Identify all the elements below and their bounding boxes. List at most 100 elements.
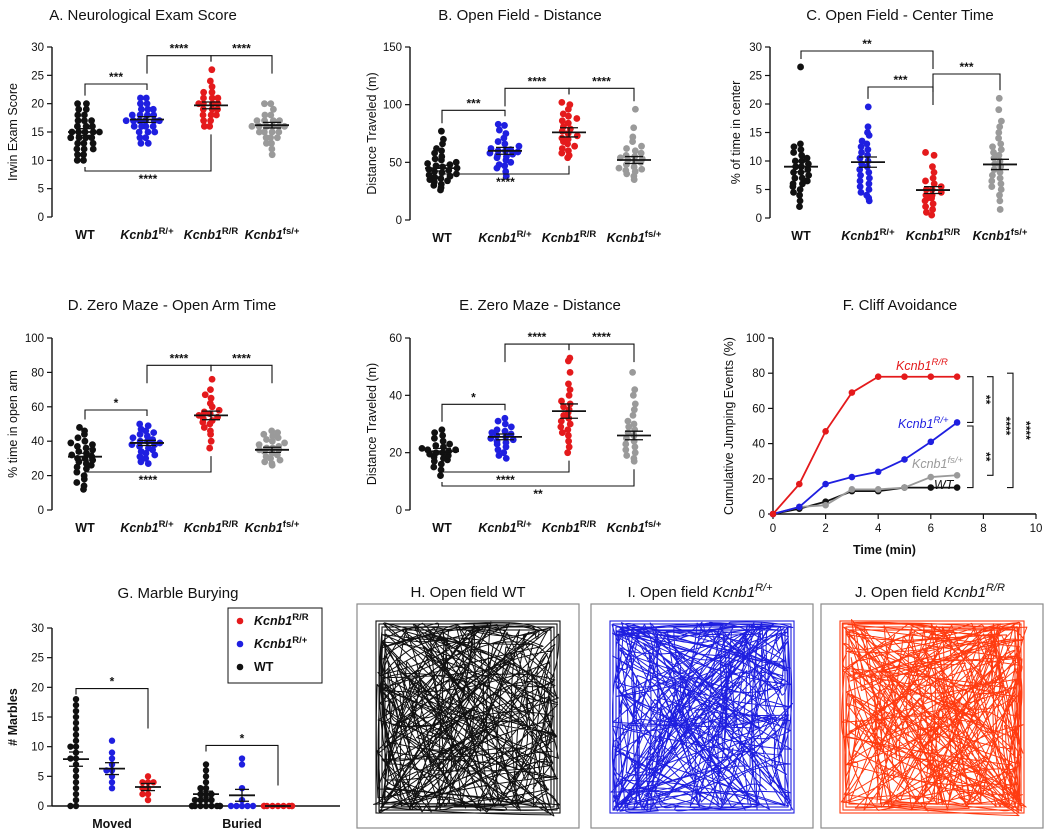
data-point xyxy=(488,429,496,436)
data-point xyxy=(74,139,82,147)
data-point xyxy=(629,369,636,376)
significance-bracket xyxy=(967,376,974,424)
data-point xyxy=(507,423,515,431)
data-point xyxy=(439,432,447,439)
data-point xyxy=(997,140,1005,148)
data-point xyxy=(631,386,639,393)
data-point xyxy=(502,130,510,137)
data-point xyxy=(249,802,257,810)
data-point xyxy=(74,100,82,108)
data-point xyxy=(439,437,447,445)
data-point xyxy=(80,472,88,479)
data-point xyxy=(130,122,138,130)
data-point xyxy=(927,438,935,446)
label-superscript: R/+ xyxy=(880,227,896,238)
series-line xyxy=(772,421,958,515)
data-point xyxy=(557,417,565,425)
data-point xyxy=(82,105,90,113)
panel-B-ylabel: Distance Traveled (m) xyxy=(365,72,379,194)
data-point xyxy=(74,117,82,125)
panel-A-y-tick-label: 0 xyxy=(38,212,44,224)
significance-label: **** xyxy=(170,42,189,56)
legend-marker xyxy=(236,617,244,625)
data-point xyxy=(822,501,829,509)
data-point xyxy=(848,486,856,493)
legend-label: WT xyxy=(254,660,274,674)
panel-A-category-label: Kcnb1R/R xyxy=(184,226,239,242)
label-italic: Kcnb1 xyxy=(973,229,1011,243)
data-point xyxy=(501,162,509,170)
panel-F-x-tick-label: 10 xyxy=(1030,523,1043,535)
data-point xyxy=(564,426,572,434)
label-italic: Kcnb1 xyxy=(120,228,158,242)
data-point xyxy=(197,785,204,792)
data-point xyxy=(928,211,936,219)
data-point xyxy=(74,442,81,450)
data-point xyxy=(874,373,882,381)
data-point xyxy=(268,437,276,445)
series-label: WT xyxy=(934,478,955,492)
data-point xyxy=(501,427,509,435)
data-point xyxy=(487,434,495,442)
data-point xyxy=(137,105,145,113)
data-point xyxy=(269,105,277,113)
data-point xyxy=(630,420,638,428)
data-point xyxy=(495,161,503,169)
panel-F-series-rr xyxy=(769,373,961,518)
data-point xyxy=(244,802,251,810)
data-point xyxy=(922,149,929,156)
data-point xyxy=(248,122,256,130)
data-point xyxy=(143,432,151,440)
label-italic: Kcnb1 xyxy=(245,521,283,535)
panel-F-ylabel: Cumulative Jumping Events (%) xyxy=(722,337,736,515)
significance-label: **** xyxy=(232,42,251,56)
data-point xyxy=(267,100,275,108)
data-point xyxy=(202,796,210,804)
data-point xyxy=(990,149,997,156)
data-point xyxy=(149,105,157,113)
data-point xyxy=(565,437,572,445)
label-italic: Kcnb1 xyxy=(245,228,283,242)
label-superscript: R/+ xyxy=(159,519,175,530)
panel-B-title: B. Open Field - Distance xyxy=(438,7,601,24)
data-point xyxy=(202,773,210,780)
panel-E-title: E. Zero Maze - Distance xyxy=(459,297,621,314)
data-point xyxy=(260,128,268,136)
significance-bracket xyxy=(568,87,635,102)
panel-D-y-tick-label: 40 xyxy=(31,436,44,448)
data-point xyxy=(268,128,276,136)
data-point xyxy=(281,439,288,447)
data-point xyxy=(638,165,646,173)
panel-E-y-tick-label: 0 xyxy=(396,505,402,517)
panel-E-y-tick-label: 20 xyxy=(389,448,402,460)
panel-A-category-label: Kcnb1R/+ xyxy=(120,226,174,242)
data-point xyxy=(142,134,150,142)
panel-F-y-tick-label: 20 xyxy=(752,474,765,486)
data-point xyxy=(995,106,1003,114)
panel-B-y-tick-label: 50 xyxy=(389,157,402,169)
significance-bracket xyxy=(1007,372,1014,489)
title-superscript: R/R xyxy=(986,582,1005,594)
data-point xyxy=(565,380,572,388)
panel-D-category-label: Kcnb1fs/+ xyxy=(245,519,300,535)
data-point xyxy=(790,188,797,196)
series-label: Kcnb1fs/+ xyxy=(912,455,963,471)
panel-A-y-tick-label: 15 xyxy=(31,127,44,139)
data-point xyxy=(930,151,938,159)
data-point xyxy=(573,115,581,122)
panel-C-category-label: Kcnb1fs/+ xyxy=(973,227,1028,243)
data-point xyxy=(431,429,439,436)
data-point xyxy=(208,802,215,810)
panel-F-y-tick-label: 100 xyxy=(746,333,765,345)
data-point xyxy=(565,443,573,451)
significance-label: **** xyxy=(496,175,515,189)
panel-B-category-label: WT xyxy=(432,231,452,245)
panel-B-series-rplus xyxy=(486,120,523,180)
data-point xyxy=(995,94,1003,102)
data-point xyxy=(790,149,798,156)
panel-A-y-tick-label: 20 xyxy=(31,99,44,111)
title-text: I. Open field xyxy=(627,584,712,601)
label-superscript: R/+ xyxy=(517,519,533,530)
panel-G-y-tick-label: 30 xyxy=(31,623,44,635)
